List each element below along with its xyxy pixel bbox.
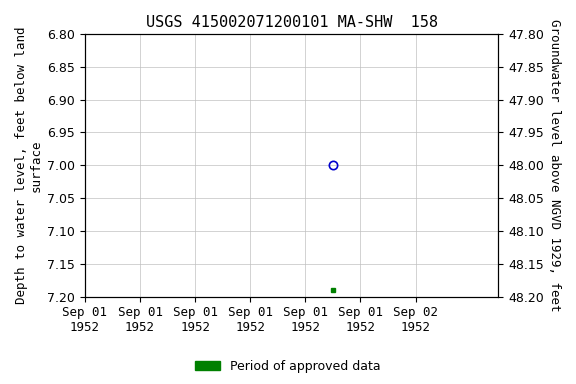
Y-axis label: Depth to water level, feet below land
surface: Depth to water level, feet below land su… [15,26,43,304]
Y-axis label: Groundwater level above NGVD 1929, feet: Groundwater level above NGVD 1929, feet [548,19,561,311]
Title: USGS 415002071200101 MA-SHW  158: USGS 415002071200101 MA-SHW 158 [146,15,438,30]
Legend: Period of approved data: Period of approved data [190,355,386,378]
